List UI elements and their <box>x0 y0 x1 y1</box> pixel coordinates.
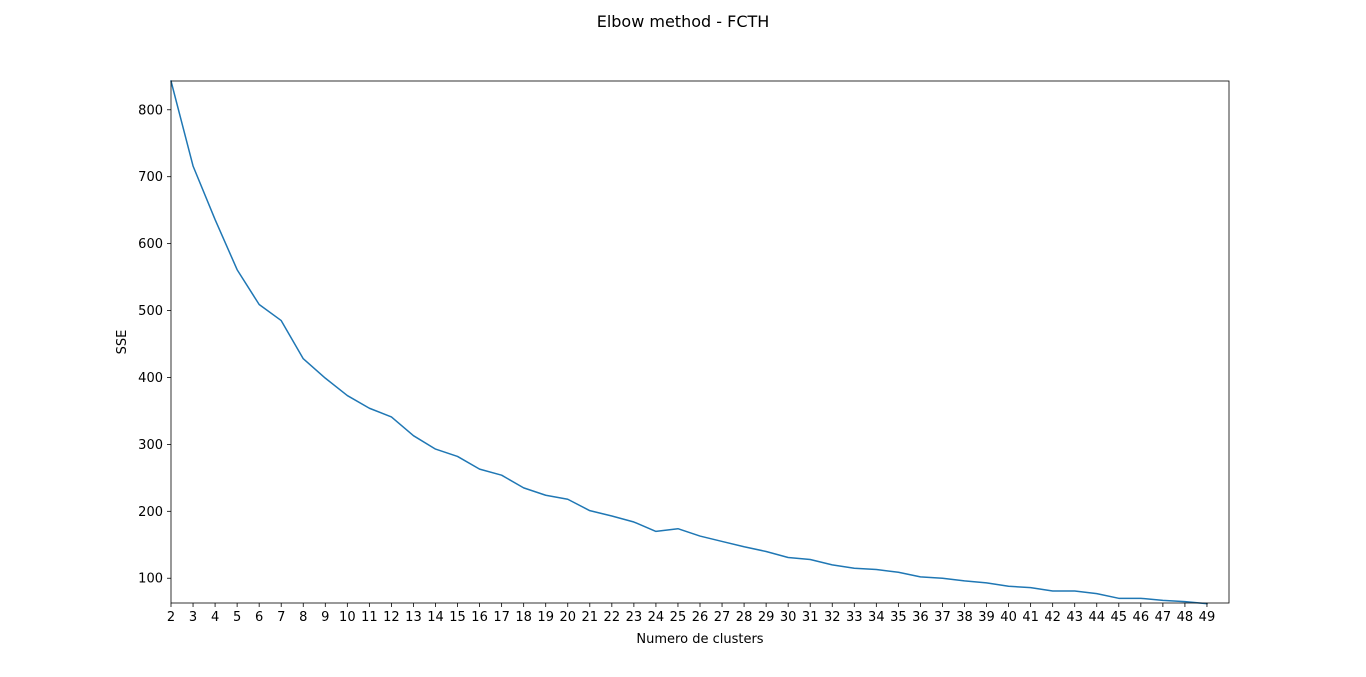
x-tick-label: 35 <box>890 610 907 625</box>
x-tick-label: 10 <box>339 610 356 625</box>
x-tick-label: 28 <box>736 610 753 625</box>
y-tick-label: 700 <box>138 170 163 185</box>
x-tick-label: 26 <box>692 610 709 625</box>
y-tick-label: 500 <box>138 304 163 319</box>
plot-area: 2 3 4 5 6 7 8 9 10 11 12 13 14 15 16 17 18 19 20 21 22 23 24 25… <box>138 80 1230 625</box>
x-tick-label: 27 <box>714 610 731 625</box>
x-tick-label: 22 <box>604 610 621 625</box>
x-tick-label: 4 <box>211 610 219 625</box>
x-tick-label: 2 <box>167 610 175 625</box>
y-tick-label: 300 <box>138 438 163 453</box>
series-line <box>170 80 1208 605</box>
x-tick-label: 17 <box>493 610 510 625</box>
x-tick-label: 40 <box>1000 610 1017 625</box>
plot-frame <box>170 80 1230 604</box>
x-tick-label: 19 <box>537 610 554 625</box>
x-tick-label: 42 <box>1044 610 1061 625</box>
x-tick-label: 46 <box>1133 610 1150 625</box>
x-tick-label: 14 <box>427 610 444 625</box>
y-tick-label: 200 <box>138 505 163 520</box>
x-tick-label: 34 <box>868 610 885 625</box>
x-tick-label: 16 <box>471 610 488 625</box>
x-tick-label: 29 <box>758 610 775 625</box>
x-tick-label: 37 <box>934 610 951 625</box>
x-tick-label: 21 <box>582 610 599 625</box>
x-tick-label: 39 <box>978 610 995 625</box>
x-tick-label: 15 <box>449 610 466 625</box>
y-axis-label: SSE <box>115 330 130 355</box>
x-tick-label: 7 <box>277 610 285 625</box>
x-axis-label: Numero de clusters <box>636 632 763 647</box>
x-tick-label: 38 <box>956 610 973 625</box>
x-tick-label: 8 <box>299 610 307 625</box>
x-tick-label: 6 <box>255 610 263 625</box>
x-tick-label: 41 <box>1022 610 1039 625</box>
x-tick-label: 18 <box>515 610 532 625</box>
x-tick-label: 30 <box>780 610 797 625</box>
x-tick-label: 13 <box>405 610 422 625</box>
x-tick-label: 5 <box>233 610 241 625</box>
y-tick-label: 100 <box>138 572 163 587</box>
x-tick-label: 49 <box>1199 610 1216 625</box>
x-tick-label: 12 <box>383 610 400 625</box>
x-tick-label: 23 <box>626 610 643 625</box>
x-tick-label: 9 <box>321 610 329 625</box>
y-tick-label: 600 <box>138 237 163 252</box>
x-tick-label: 31 <box>802 610 819 625</box>
x-tick-label: 11 <box>361 610 378 625</box>
x-tick-label: 25 <box>670 610 687 625</box>
x-tick-label: 24 <box>648 610 665 625</box>
x-tick-label: 3 <box>189 610 197 625</box>
y-tick-label: 800 <box>138 103 163 118</box>
x-tick-label: 48 <box>1177 610 1194 625</box>
x-tick-label: 43 <box>1066 610 1083 625</box>
chart-title: Elbow method - FCTH <box>597 12 770 31</box>
x-tick-label: 20 <box>559 610 576 625</box>
x-tick-label: 36 <box>912 610 929 625</box>
x-tick-label: 44 <box>1088 610 1105 625</box>
x-tick-label: 45 <box>1111 610 1128 625</box>
x-tick-label: 33 <box>846 610 863 625</box>
x-tick-label: 32 <box>824 610 841 625</box>
y-tick-label: 400 <box>138 371 163 386</box>
x-tick-label: 47 <box>1155 610 1172 625</box>
